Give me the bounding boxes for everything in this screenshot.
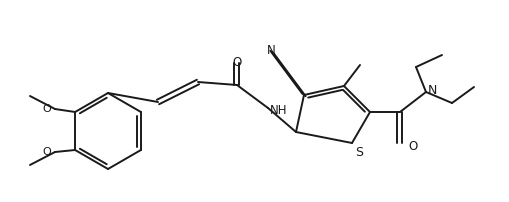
Text: NH: NH [270,104,288,118]
Text: O: O [408,141,417,154]
Text: O: O [42,104,51,114]
Text: N: N [428,83,437,97]
Text: O: O [233,56,242,69]
Text: S: S [355,146,363,159]
Text: N: N [267,44,275,57]
Text: O: O [42,147,51,157]
